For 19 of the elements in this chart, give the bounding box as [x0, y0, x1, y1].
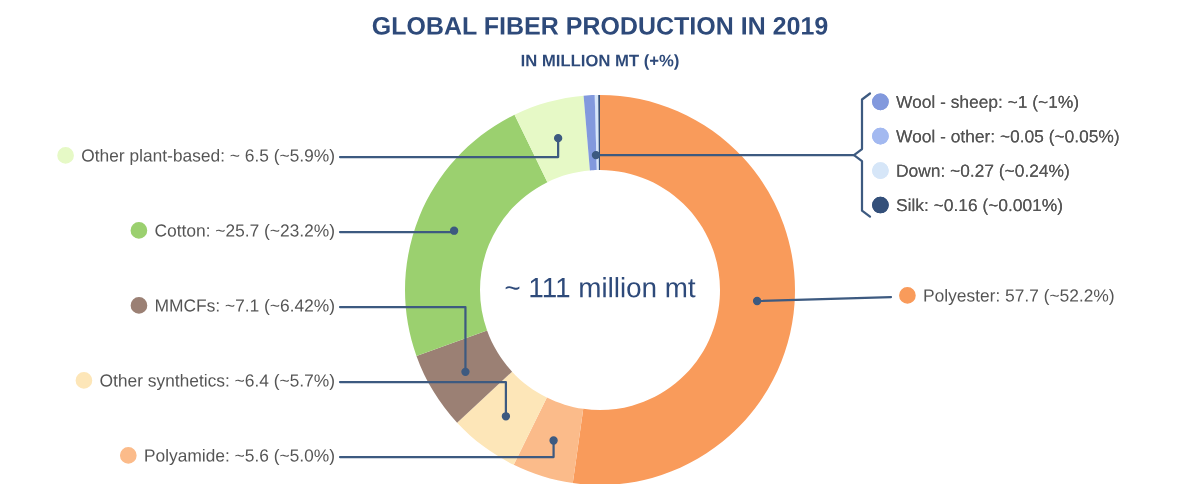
legend-label: Wool - sheep: ~1 (~1%)	[896, 95, 1078, 112]
donut-slice	[583, 95, 597, 171]
legend-label: Cotton: ~25.7 (~23.2%)	[155, 223, 334, 241]
donut-slice	[513, 397, 584, 484]
legend-label: Other synthetics: ~6.4 (~5.7%)	[100, 373, 334, 391]
chart-title: GLOBAL FIBER PRODUCTION IN 2019	[372, 17, 828, 35]
legend-label: Silk: ~0.16 (~0.001%)	[896, 198, 1062, 215]
donut-slice	[457, 371, 547, 465]
donut-slice	[514, 95, 590, 183]
legend-label: Down: ~0.27 (~0.24%)	[897, 164, 1069, 181]
legend-label: Other plant-based: ~ 6.5 (~5.9%)	[82, 148, 334, 166]
chart-subtitle: IN MILLION MT (+%)	[521, 54, 679, 70]
legend-label: Polyamide: ~5.6 (~5.0%)	[145, 448, 334, 466]
donut-slice	[572, 95, 795, 484]
legend-label: Wool - other: ~0.05 (~0.05%)	[896, 129, 1119, 146]
legend-label: Polyester: 57.7 (~52.2%)	[924, 288, 1114, 306]
text: ~ 111 million mt	[505, 277, 696, 298]
legend-label: MMCFs: ~7.1 (~6.42%)	[156, 298, 334, 316]
donut-slice	[416, 330, 513, 423]
